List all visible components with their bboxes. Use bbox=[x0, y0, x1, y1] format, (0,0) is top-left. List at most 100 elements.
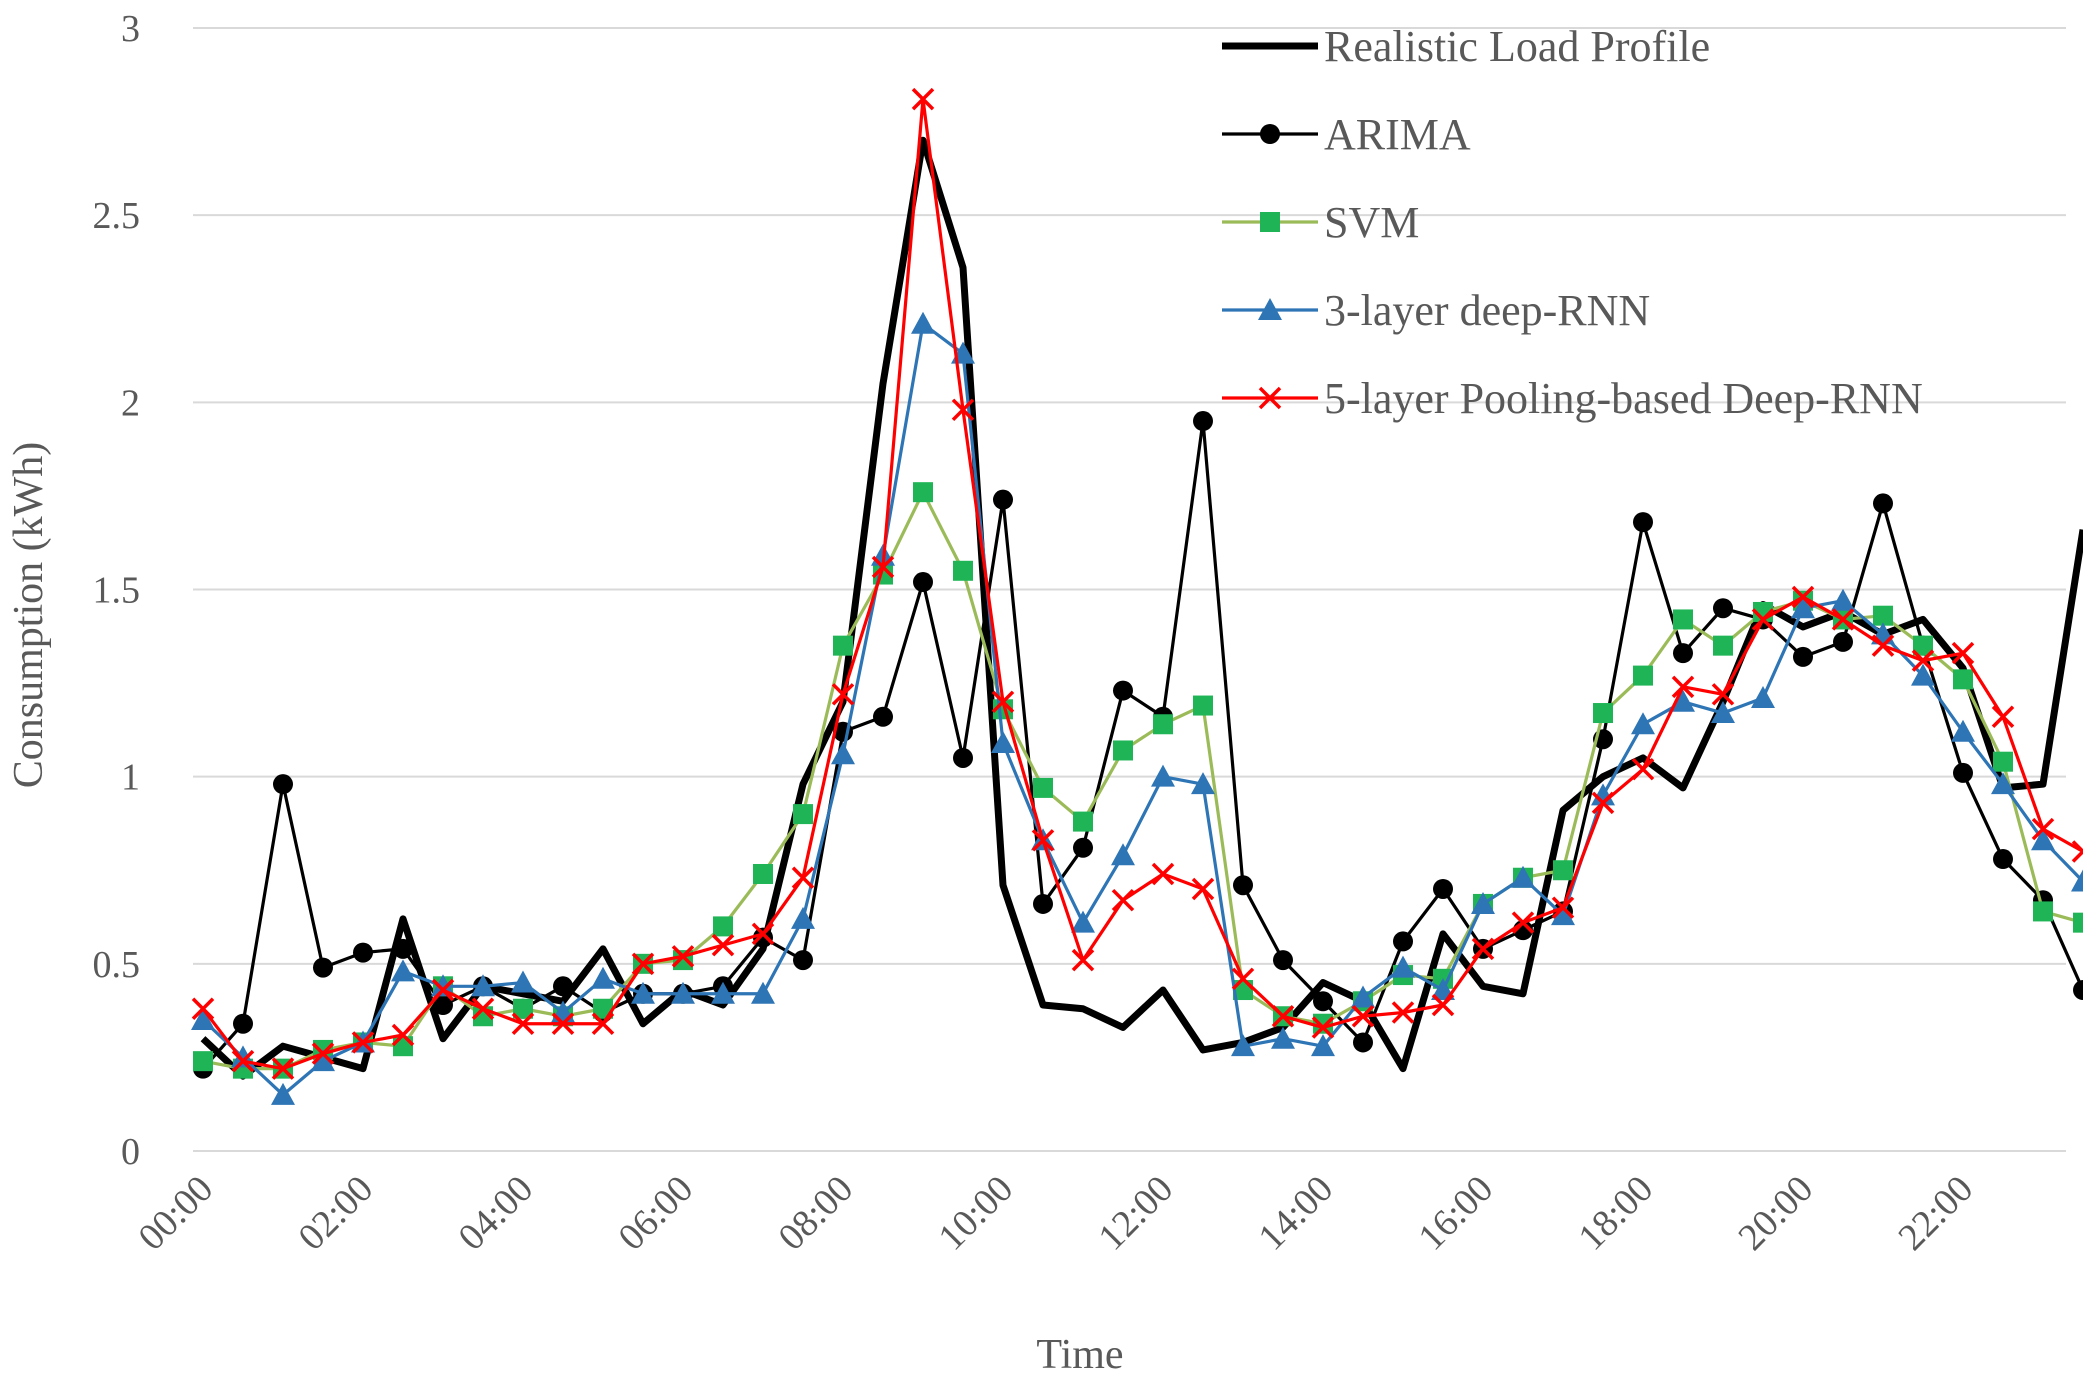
data-point bbox=[2071, 869, 2083, 892]
data-point bbox=[631, 981, 655, 1004]
data-point bbox=[271, 1057, 295, 1080]
data-point bbox=[1631, 757, 1655, 781]
data-point bbox=[1511, 865, 1535, 888]
data-point bbox=[1793, 646, 1813, 667]
data-point bbox=[1031, 829, 1055, 852]
x-tick-label: 20:00 bbox=[1730, 1168, 1821, 1259]
y-tick-label: 2 bbox=[121, 382, 140, 424]
data-point bbox=[433, 995, 453, 1016]
data-point bbox=[953, 560, 973, 581]
data-point bbox=[1073, 811, 1093, 832]
series-line bbox=[201, 97, 2083, 1071]
x-tick-label: 18:00 bbox=[1570, 1168, 1661, 1259]
data-point bbox=[1751, 608, 1775, 631]
data-point bbox=[1113, 740, 1133, 761]
data-point bbox=[311, 1049, 335, 1072]
data-point bbox=[711, 981, 735, 1004]
y-tick-label: 3 bbox=[121, 8, 140, 50]
data-point bbox=[1393, 931, 1413, 952]
data-point bbox=[2031, 817, 2055, 841]
data-point bbox=[511, 970, 535, 993]
data-point bbox=[393, 1036, 413, 1057]
legend-marker bbox=[1260, 124, 1280, 144]
data-point bbox=[1751, 686, 1775, 709]
data-point bbox=[631, 952, 655, 976]
data-point bbox=[791, 866, 815, 889]
data-point bbox=[1951, 719, 1975, 742]
data-point bbox=[311, 1042, 335, 1065]
data-point bbox=[1831, 608, 1855, 631]
data-point bbox=[1953, 762, 1973, 783]
data-point bbox=[271, 1082, 295, 1105]
data-point bbox=[951, 398, 975, 422]
data-point bbox=[1471, 937, 1495, 961]
data-point bbox=[1471, 891, 1495, 914]
legend-label: 5-layer Pooling-based Deep-RNN bbox=[1324, 374, 1923, 423]
legend-label: Realistic Load Profile bbox=[1324, 22, 1710, 71]
data-point bbox=[513, 998, 533, 1019]
data-point bbox=[1953, 669, 1973, 690]
legend-label: 3-layer deep-RNN bbox=[1324, 286, 1650, 335]
data-point bbox=[551, 1012, 575, 1035]
data-point bbox=[1111, 843, 1135, 866]
data-point bbox=[713, 916, 733, 937]
legend-item: ARIMA bbox=[1222, 110, 1471, 159]
data-point bbox=[231, 1049, 255, 1073]
x-tick-label: 12:00 bbox=[1090, 1168, 1181, 1259]
y-tick-label: 2.5 bbox=[93, 195, 141, 237]
data-point bbox=[1351, 985, 1375, 1008]
data-point bbox=[671, 981, 695, 1004]
y-axis-title: Consumption (kWh) bbox=[6, 442, 52, 788]
data-point bbox=[1791, 585, 1815, 609]
data-point bbox=[1071, 910, 1095, 933]
x-tick-label: 02:00 bbox=[290, 1168, 381, 1259]
legend-marker bbox=[1260, 212, 1280, 232]
legend-marker bbox=[1258, 386, 1282, 410]
data-point bbox=[391, 959, 415, 982]
y-tick-label: 1.5 bbox=[93, 570, 141, 612]
series-line bbox=[201, 419, 2083, 1070]
data-point bbox=[1631, 712, 1655, 735]
data-point bbox=[1553, 860, 1573, 881]
data-point bbox=[313, 957, 333, 978]
data-point bbox=[1911, 663, 1935, 686]
data-point bbox=[1191, 877, 1215, 901]
x-tick-label: 04:00 bbox=[450, 1168, 541, 1259]
x-tick-label: 14:00 bbox=[1250, 1168, 1341, 1259]
data-point bbox=[1871, 634, 1895, 657]
x-axis-ticks: 00:00 02:00 04:00 06:00 08:00 10:00 12:00 14:00… bbox=[130, 1168, 1981, 1259]
data-point bbox=[1713, 635, 1733, 656]
legend: Realistic Load Profile ARIMA SVM 3-layer de… bbox=[1222, 22, 1923, 423]
data-point bbox=[1073, 837, 1093, 858]
x-tick-label: 08:00 bbox=[770, 1168, 861, 1259]
data-point bbox=[1671, 675, 1695, 699]
data-point bbox=[1591, 791, 1615, 815]
data-point bbox=[1193, 411, 1213, 432]
data-point bbox=[1391, 1001, 1415, 1024]
legend-item: 3-layer deep-RNN bbox=[1222, 286, 1650, 335]
data-point bbox=[511, 1012, 535, 1035]
data-point bbox=[791, 906, 815, 929]
data-point bbox=[233, 1013, 253, 1034]
data-point bbox=[1873, 605, 1893, 626]
data-point bbox=[1271, 1026, 1295, 1049]
data-point bbox=[1431, 993, 1455, 1017]
data-point bbox=[191, 997, 215, 1020]
data-point bbox=[553, 976, 573, 997]
data-point bbox=[1311, 1034, 1335, 1057]
gridlines bbox=[193, 27, 2066, 1152]
data-point bbox=[1151, 764, 1175, 787]
data-point bbox=[1033, 893, 1053, 914]
data-point bbox=[1273, 950, 1293, 971]
data-point bbox=[1713, 598, 1733, 619]
data-point bbox=[913, 482, 933, 503]
x-tick-label: 22:00 bbox=[1890, 1168, 1981, 1259]
data-point bbox=[1673, 643, 1693, 664]
data-point bbox=[1151, 862, 1175, 886]
data-point bbox=[1791, 596, 1815, 619]
data-point bbox=[753, 863, 773, 884]
data-point bbox=[1391, 955, 1415, 978]
data-point bbox=[913, 572, 933, 593]
data-point bbox=[1993, 849, 2013, 870]
data-point bbox=[833, 635, 853, 656]
